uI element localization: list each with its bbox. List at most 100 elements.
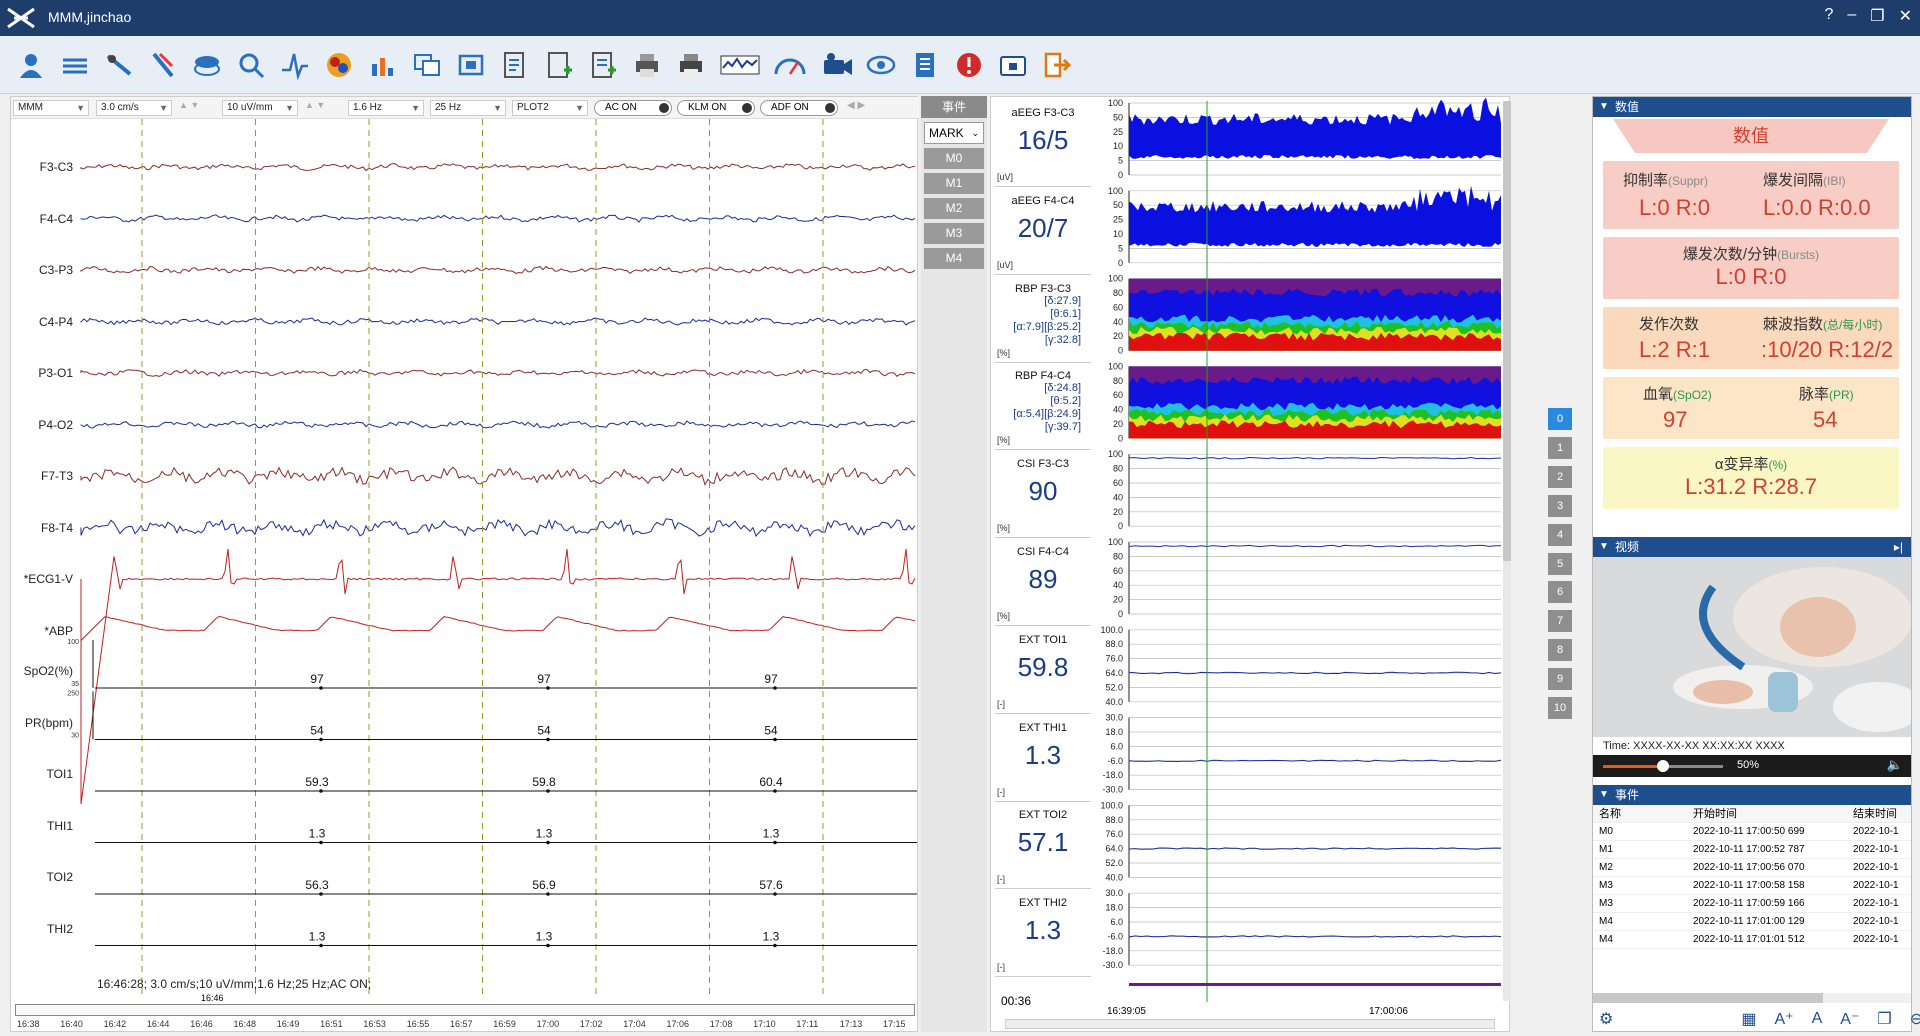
alarm-icon[interactable] (954, 50, 984, 80)
montage-select[interactable]: MMM ▼ (13, 100, 89, 116)
sensitivity-select[interactable]: 10 uV/mm ▼ (222, 100, 298, 116)
event-row[interactable]: M1 2022-10-11 17:00:52 787 2022-10-1 (1593, 841, 1911, 859)
scroll-thumb[interactable] (1593, 993, 1823, 1003)
channel-label: C3-P3 (38, 263, 73, 277)
video-camera-icon[interactable] (820, 50, 856, 80)
scroll-thumb[interactable] (1503, 101, 1511, 561)
electrode-icon[interactable] (104, 50, 134, 80)
print-preview-icon[interactable] (676, 50, 706, 80)
help-icon[interactable]: ? (1824, 6, 1834, 23)
print-icon[interactable] (632, 50, 662, 80)
close-icon[interactable]: ✕ (1898, 8, 1912, 25)
event-row[interactable]: M4 2022-10-11 17:01:00 129 2022-10-1 (1593, 913, 1911, 931)
exit-icon[interactable] (1042, 50, 1072, 80)
volume-knob[interactable] (1657, 760, 1669, 772)
chevron-down-icon: ▼ (411, 103, 420, 113)
highcut-select[interactable]: 25 Hz ▼ (430, 100, 506, 116)
spike-value: :10/20 R:12/2 (1761, 337, 1894, 362)
video-expand-icon[interactable]: ▸| (1893, 540, 1903, 554)
screenshot-icon[interactable] (456, 50, 486, 80)
page-button-10[interactable]: 10 (1548, 697, 1572, 719)
speed-select[interactable]: 3.0 cm/s ▼ (96, 100, 172, 116)
video-header[interactable]: ▼ 视频 ▸| (1593, 537, 1911, 557)
speed-arrows-icon[interactable]: ▲ ▼ (179, 100, 200, 110)
events-hscroll[interactable] (1593, 993, 1911, 1003)
speaker-icon[interactable]: 🔈 (1886, 757, 1903, 772)
copy-icon[interactable]: ❐ (1877, 1011, 1892, 1028)
numeric-point (546, 943, 550, 948)
page-button-3[interactable]: 3 (1548, 494, 1572, 517)
patient-icon[interactable] (16, 50, 46, 80)
rbp-band (1129, 332, 1501, 351)
scroll-marker: 16:46 (201, 993, 224, 1003)
spike-detect-icon[interactable] (280, 50, 310, 80)
page-button-9[interactable]: 9 (1548, 668, 1572, 691)
page-button-6[interactable]: 6 (1548, 581, 1572, 604)
event-cell: 2022-10-11 17:01:00 129 (1693, 916, 1805, 927)
restore-icon[interactable]: ❐ (1870, 8, 1885, 25)
mark-button-m3[interactable]: M3 (924, 223, 984, 244)
chevron-down-icon: ▼ (76, 103, 85, 113)
klm-toggle[interactable]: KLM ON (677, 100, 755, 116)
page-button-2[interactable]: 2 (1548, 465, 1572, 488)
mark-button-m4[interactable]: M4 (924, 248, 984, 269)
event-row[interactable]: M3 2022-10-11 17:00:59 166 2022-10-1 (1593, 895, 1911, 913)
trend-scale-label: 18.0 (1105, 903, 1123, 913)
layers-icon[interactable] (192, 50, 222, 80)
font-icon[interactable]: A (1811, 1010, 1823, 1027)
page-button-5[interactable]: 5 (1548, 552, 1572, 575)
lock-icon[interactable] (998, 50, 1028, 80)
trend-scale-label: 40 (1113, 580, 1123, 590)
page-arrows-icon[interactable]: ◀ ▶ (847, 100, 866, 111)
page-button-7[interactable]: 7 (1548, 610, 1572, 633)
mark-button-m2[interactable]: M2 (924, 198, 984, 219)
numeric-point (773, 789, 777, 793)
event-row[interactable]: M0 2022-10-11 17:00:50 699 2022-10-1 (1593, 823, 1911, 841)
trend-scale-label: 18.0 (1105, 727, 1123, 737)
montage-icon[interactable] (60, 50, 90, 80)
highcut-value: 25 Hz (435, 102, 462, 113)
mark-button-m0[interactable]: M0 (924, 148, 984, 169)
report-add-icon[interactable] (544, 50, 574, 80)
font-decrease-icon[interactable]: A⁻ (1840, 1011, 1860, 1028)
minimize-icon[interactable]: – (1847, 6, 1857, 23)
calendar-icon[interactable]: ▦ (1741, 1011, 1757, 1028)
compare-icon[interactable] (412, 50, 442, 80)
view-icon[interactable] (866, 50, 896, 80)
mark-button-m1[interactable]: M1 (924, 173, 984, 194)
mark-select[interactable]: MARK ⌄ (924, 122, 984, 144)
events-list-header[interactable]: ▼ 事件 (1593, 785, 1911, 805)
page-button-8[interactable]: 8 (1548, 639, 1572, 662)
brain-map-icon[interactable] (324, 50, 354, 80)
values-header[interactable]: ▼ 数值 (1593, 97, 1911, 117)
ac-toggle[interactable]: AC ON (594, 100, 672, 116)
settings-icon[interactable]: ⚙ (1599, 1011, 1614, 1028)
trend-scale-label: 76.0 (1105, 654, 1123, 664)
event-row[interactable]: M2 2022-10-11 17:00:56 070 2022-10-1 (1593, 859, 1911, 877)
event-row[interactable]: M4 2022-10-11 17:01:01 512 2022-10-1 (1593, 931, 1911, 949)
spectrum-icon[interactable] (368, 50, 398, 80)
zoom-icon[interactable] (236, 50, 266, 80)
lowcut-select[interactable]: 1.6 Hz ▼ (348, 100, 424, 116)
waveform-icon[interactable] (720, 50, 760, 80)
impedance-icon[interactable] (148, 50, 178, 80)
document-icon[interactable] (910, 50, 940, 80)
trend-scale-label: 50 (1113, 112, 1123, 122)
adf-toggle[interactable]: ADF ON (760, 100, 838, 116)
aeeg-meter-icon[interactable] (772, 50, 808, 80)
trend-overview-bar (1129, 983, 1501, 986)
sensitivity-arrows-icon[interactable]: ▲ ▼ (305, 100, 326, 110)
event-row[interactable]: M3 2022-10-11 17:00:58 158 2022-10-1 (1593, 877, 1911, 895)
page-button-1[interactable]: 1 (1548, 436, 1572, 459)
timeline-scrollbar[interactable] (15, 1004, 915, 1016)
trend-scrollbar[interactable] (1005, 1019, 1495, 1029)
ac-label: AC ON (605, 102, 637, 113)
remove-icon[interactable]: ⊖ (1909, 1011, 1920, 1028)
plot-select[interactable]: PLOT2 ▼ (512, 100, 588, 116)
page-button-4[interactable]: 4 (1548, 523, 1572, 546)
trend-vscroll[interactable] (1503, 101, 1511, 1001)
record-edit-icon[interactable] (500, 50, 530, 80)
page-button-0[interactable]: 0 (1548, 408, 1572, 430)
font-increase-icon[interactable]: A⁺ (1774, 1011, 1794, 1028)
report-icon[interactable] (588, 50, 618, 80)
